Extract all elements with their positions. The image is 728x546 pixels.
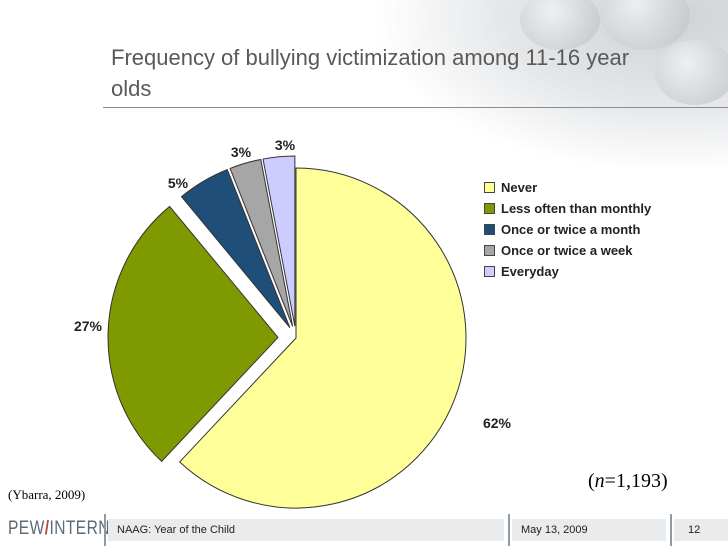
pie-slice-never <box>178 167 467 509</box>
legend-label: Once or twice a week <box>501 243 633 258</box>
n-note-value: =1,193) <box>604 470 668 492</box>
pie-data-label: 3% <box>231 144 252 160</box>
legend-swatch <box>484 266 495 277</box>
citation: (Ybarra, 2009) <box>8 487 86 502</box>
legend-item: Never <box>484 177 651 198</box>
sample-size-note: (n=1,193) <box>588 470 668 493</box>
footer-separator <box>670 514 672 546</box>
footer-event: NAAG: Year of the Child <box>108 519 504 541</box>
footer-separator <box>104 514 106 546</box>
slide-title: Frequency of bullying victimization amon… <box>111 45 630 101</box>
footer-date: May 13, 2009 <box>512 519 666 541</box>
legend-label: Everyday <box>501 264 559 279</box>
legend-swatch <box>484 203 495 214</box>
pie-slice-everyday <box>262 155 296 327</box>
pie-slice-once-or-twice-a-week <box>229 158 294 327</box>
pie-slice-once-or-twice-a-month <box>180 168 291 328</box>
legend-swatch <box>484 245 495 256</box>
title-divider <box>103 107 728 108</box>
chart-legend: Never Less often than monthly Once or twic… <box>484 177 651 282</box>
legend-swatch <box>484 224 495 235</box>
keypad-key-decoration <box>520 0 600 50</box>
legend-item: Less often than monthly <box>484 198 651 219</box>
legend-label: Less often than monthly <box>501 201 652 216</box>
n-note-variable: n <box>594 470 605 492</box>
legend-item: Once or twice a week <box>484 240 651 261</box>
legend-label: Never <box>501 180 538 195</box>
logo-slash: / <box>44 518 50 539</box>
footer-separator <box>508 514 510 546</box>
pie-slice-less-often-than-monthly <box>107 205 279 463</box>
pie-data-label: 3% <box>275 137 296 153</box>
logo-text-pew: PEW <box>8 518 45 539</box>
footer-bar: PEW/INTERNET NAAG: Year of the Child May… <box>0 514 728 546</box>
footer-page-number: 12 <box>674 519 728 541</box>
n-note-open: ( <box>588 470 595 492</box>
legend-item: Everyday <box>484 261 651 282</box>
legend-item: Once or twice a month <box>484 219 651 240</box>
pie-data-label: 62% <box>483 415 512 431</box>
keypad-key-decoration <box>655 40 728 105</box>
pie-data-label: 5% <box>168 175 189 191</box>
legend-label: Once or twice a month <box>501 222 641 237</box>
legend-swatch <box>484 182 495 193</box>
pie-data-label: 27% <box>74 318 103 334</box>
